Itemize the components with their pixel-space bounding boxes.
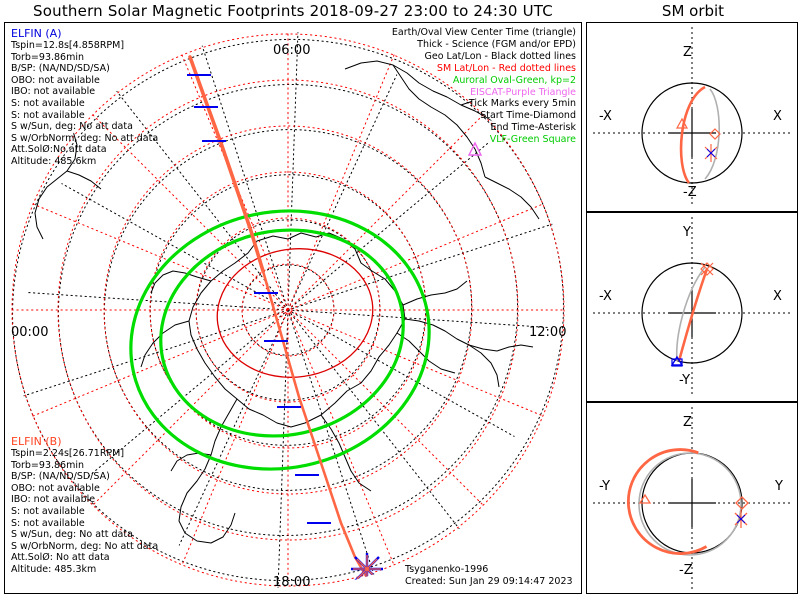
eiscat-triangle-marker bbox=[467, 141, 483, 156]
southern-footprint-map[interactable]: ELFIN (A) Tspin=12.8s[4.858RPM] Torb=93.… bbox=[4, 22, 582, 594]
model-name: Tsyganenko-1996 bbox=[405, 564, 489, 575]
sm-orbit-yz-graphic bbox=[593, 407, 791, 589]
page-title: Southern Solar Magnetic Footprints 2018-… bbox=[33, 2, 553, 20]
mlt-label-06: 06:00 bbox=[273, 43, 311, 58]
map-legend: Earth/Oval View Center Time (triangle) T… bbox=[392, 27, 576, 146]
sm-xy-axis-bottom: -Y bbox=[679, 373, 691, 388]
legend-item-9: VLF-Green Square bbox=[489, 134, 576, 146]
legend-item-5: EISCAT-Purple Triangle bbox=[470, 86, 576, 98]
tick-marks bbox=[187, 74, 331, 524]
created-timestamp: Created: Sun Jan 29 09:14:47 2023 bbox=[405, 576, 573, 587]
sm-orbit-title: SM orbit bbox=[661, 2, 725, 20]
legend-item-2: Geo Lat/Lon - Black dotted lines bbox=[424, 50, 576, 62]
sm-xy-axis-right: X bbox=[773, 289, 782, 304]
map-graphic bbox=[11, 32, 565, 588]
end-time-asterisk-core bbox=[353, 555, 381, 583]
sm-xz-axis-right: X bbox=[773, 109, 782, 124]
sm-xz-axis-left: -X bbox=[599, 109, 612, 124]
sm-xz-axis-bottom: -Z bbox=[683, 185, 697, 200]
legend-item-8: End Time-Asterisk bbox=[490, 122, 576, 134]
sm-orbit-panel-xz[interactable]: Z -Z -X X bbox=[586, 22, 798, 212]
legend-item-6: Tick Marks every 5min bbox=[468, 98, 576, 110]
sm-yz-axis-left: -Y bbox=[599, 479, 611, 494]
sm-xy-axis-top: Y bbox=[683, 225, 691, 240]
mlt-label-12: 12:00 bbox=[529, 325, 567, 340]
sm-orbit-panel-yz[interactable]: Z -Z -Y Y bbox=[586, 402, 798, 594]
sm-yz-axis-right: Y bbox=[775, 479, 783, 494]
credits: Tsyganenko-1996 Created: Sun Jan 29 09:1… bbox=[405, 564, 573, 588]
start-time-diamond bbox=[385, 575, 409, 588]
sm-orbit-panel-xy[interactable]: Y -Y -X X bbox=[586, 212, 798, 402]
legend-item-7: Start Time-Diamond bbox=[480, 110, 576, 122]
sm-orbit-xy-graphic bbox=[593, 217, 791, 397]
sm-yz-axis-bottom: -Z bbox=[679, 563, 693, 578]
legend-item-4: Auroral Oval-Green, kp=2 bbox=[452, 74, 576, 86]
mlt-label-18: 18:00 bbox=[273, 575, 311, 590]
legend-item-0: Earth/Oval View Center Time (triangle) bbox=[391, 27, 576, 38]
sm-yz-axis-top: Z bbox=[683, 415, 692, 430]
sm-orbit-xz-graphic bbox=[593, 27, 791, 207]
legend-item-1: Thick - Science (FGM and/or EPD) bbox=[417, 38, 576, 50]
sm-xy-axis-left: -X bbox=[599, 289, 612, 304]
legend-item-3: SM Lat/Lon - Red dotted lines bbox=[436, 62, 576, 74]
mlt-label-00: 00:00 bbox=[11, 325, 49, 340]
sm-xz-axis-top: Z bbox=[683, 45, 692, 60]
